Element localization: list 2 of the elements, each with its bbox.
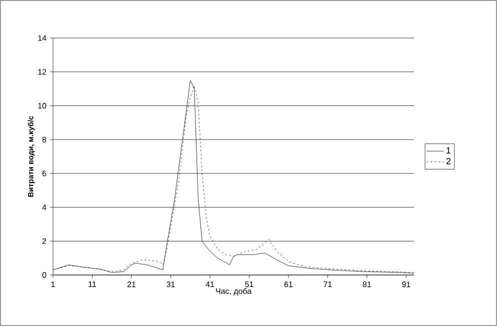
legend-label: 2 bbox=[446, 158, 450, 164]
legend-label: 1 bbox=[446, 147, 450, 154]
